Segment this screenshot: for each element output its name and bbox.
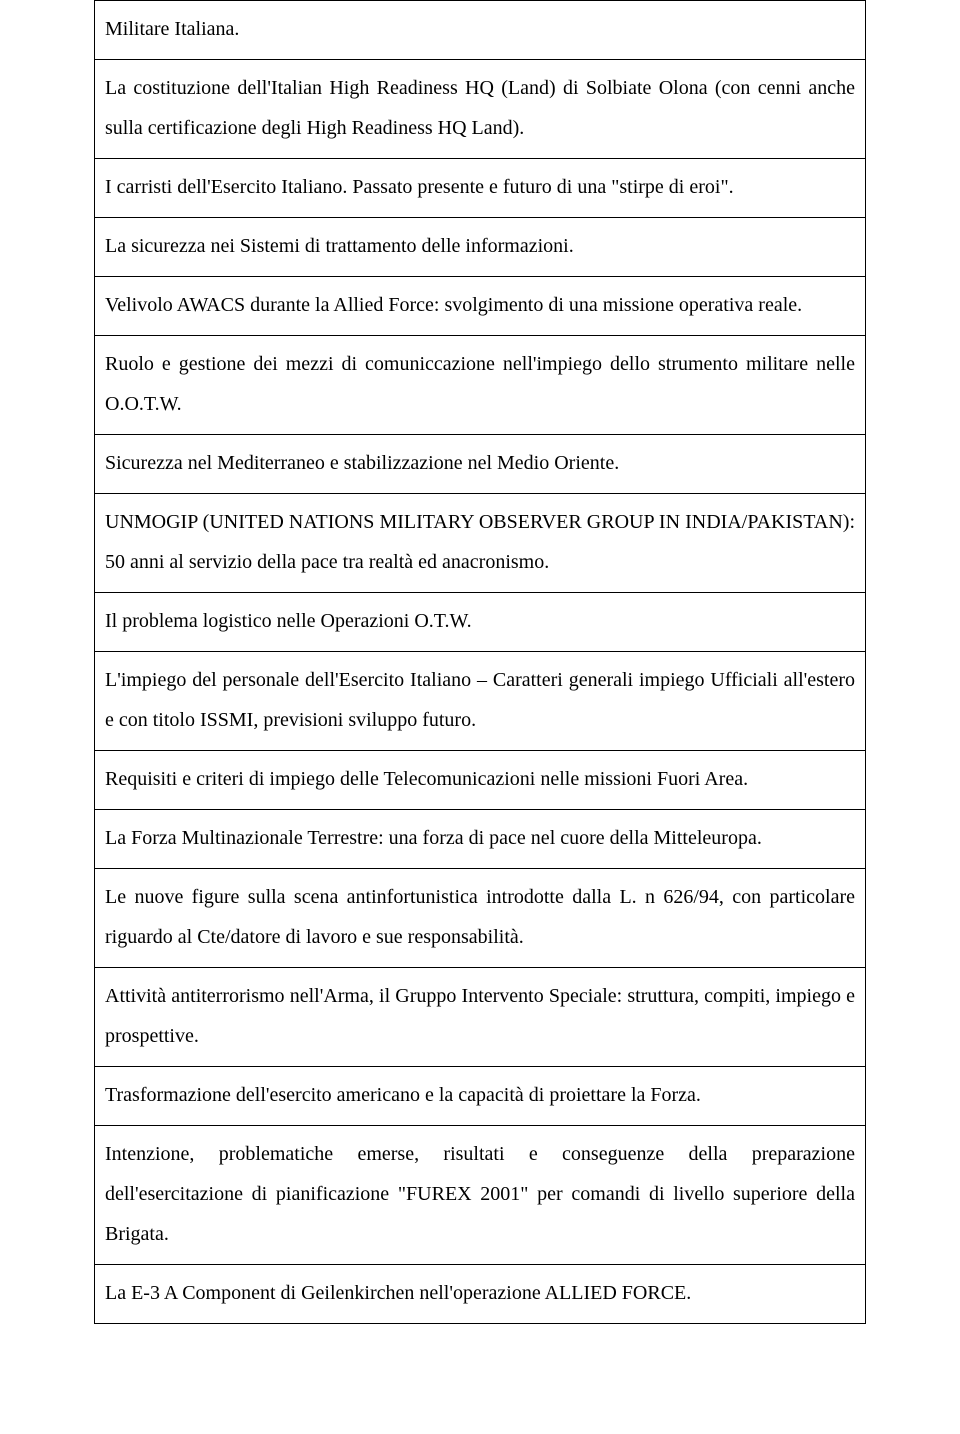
table-row: Attività antiterrorismo nell'Arma, il Gr… [95,968,866,1067]
cell-text: Sicurezza nel Mediterraneo e stabilizzaz… [105,443,855,483]
table-row: Requisiti e criteri di impiego delle Tel… [95,751,866,810]
table-cell: La costituzione dell'Italian High Readin… [95,60,866,159]
table-cell: Militare Italiana. [95,1,866,60]
cell-text: Ruolo e gestione dei mezzi di comuniccaz… [105,344,855,424]
cell-text: La costituzione dell'Italian High Readin… [105,68,855,148]
table-row: La costituzione dell'Italian High Readin… [95,60,866,159]
table-row: Militare Italiana. [95,1,866,60]
cell-text: La sicurezza nei Sistemi di trattamento … [105,226,855,266]
table-row: Il problema logistico nelle Operazioni O… [95,593,866,652]
table-cell: Requisiti e criteri di impiego delle Tel… [95,751,866,810]
table-cell: Velivolo AWACS durante la Allied Force: … [95,277,866,336]
cell-text: Requisiti e criteri di impiego delle Tel… [105,759,855,799]
table-cell: I carristi dell'Esercito Italiano. Passa… [95,159,866,218]
table-cell: Sicurezza nel Mediterraneo e stabilizzaz… [95,435,866,494]
cell-text: Attività antiterrorismo nell'Arma, il Gr… [105,976,855,1056]
cell-text: L'impiego del personale dell'Esercito It… [105,660,855,740]
table-row: I carristi dell'Esercito Italiano. Passa… [95,159,866,218]
cell-text: Velivolo AWACS durante la Allied Force: … [105,285,855,325]
table-row: Sicurezza nel Mediterraneo e stabilizzaz… [95,435,866,494]
cell-text: La Forza Multinazionale Terrestre: una f… [105,818,855,858]
table-cell: UNMOGIP (UNITED NATIONS MILITARY OBSERVE… [95,494,866,593]
cell-text: La E-3 A Component di Geilenkirchen nell… [105,1273,855,1313]
topics-table: Militare Italiana. La costituzione dell'… [94,0,866,1324]
table-row: La Forza Multinazionale Terrestre: una f… [95,810,866,869]
table-row: Le nuove figure sulla scena antinfortuni… [95,869,866,968]
table-row: La sicurezza nei Sistemi di trattamento … [95,218,866,277]
cell-text: Militare Italiana. [105,9,855,49]
table-cell: La E-3 A Component di Geilenkirchen nell… [95,1265,866,1324]
cell-text: Le nuove figure sulla scena antinfortuni… [105,877,855,957]
table-row: La E-3 A Component di Geilenkirchen nell… [95,1265,866,1324]
table-row: UNMOGIP (UNITED NATIONS MILITARY OBSERVE… [95,494,866,593]
table-row: Velivolo AWACS durante la Allied Force: … [95,277,866,336]
cell-text: I carristi dell'Esercito Italiano. Passa… [105,167,855,207]
table-cell: Intenzione, problematiche emerse, risult… [95,1126,866,1265]
table-cell: L'impiego del personale dell'Esercito It… [95,652,866,751]
table-cell: Attività antiterrorismo nell'Arma, il Gr… [95,968,866,1067]
table-cell: Il problema logistico nelle Operazioni O… [95,593,866,652]
cell-text: UNMOGIP (UNITED NATIONS MILITARY OBSERVE… [105,502,855,582]
topics-tbody: Militare Italiana. La costituzione dell'… [95,1,866,1324]
cell-text: Il problema logistico nelle Operazioni O… [105,601,855,641]
table-row: Intenzione, problematiche emerse, risult… [95,1126,866,1265]
table-cell: La sicurezza nei Sistemi di trattamento … [95,218,866,277]
cell-text: Intenzione, problematiche emerse, risult… [105,1134,855,1254]
cell-text: Trasformazione dell'esercito americano e… [105,1075,855,1115]
page: Militare Italiana. La costituzione dell'… [0,0,960,1434]
table-cell: La Forza Multinazionale Terrestre: una f… [95,810,866,869]
table-cell: Trasformazione dell'esercito americano e… [95,1067,866,1126]
table-row: Ruolo e gestione dei mezzi di comuniccaz… [95,336,866,435]
table-cell: Le nuove figure sulla scena antinfortuni… [95,869,866,968]
table-cell: Ruolo e gestione dei mezzi di comuniccaz… [95,336,866,435]
table-row: Trasformazione dell'esercito americano e… [95,1067,866,1126]
table-row: L'impiego del personale dell'Esercito It… [95,652,866,751]
